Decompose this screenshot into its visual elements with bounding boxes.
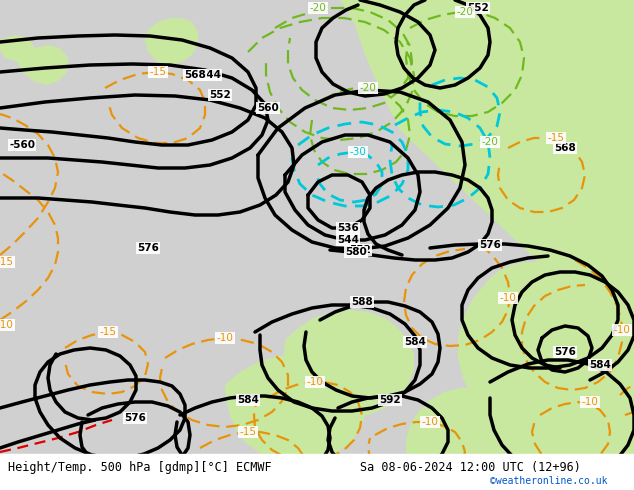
Text: -15: -15 <box>548 133 564 143</box>
Polygon shape <box>145 18 198 65</box>
Text: -560: -560 <box>9 140 35 150</box>
Text: Sa 08-06-2024 12:00 UTC (12+96): Sa 08-06-2024 12:00 UTC (12+96) <box>360 461 581 473</box>
Text: -10: -10 <box>581 397 598 407</box>
Text: 536: 536 <box>337 223 359 233</box>
Text: 576: 576 <box>479 240 501 250</box>
Text: 552: 552 <box>467 3 489 13</box>
Text: 568: 568 <box>554 143 576 153</box>
Text: 588: 588 <box>351 297 373 307</box>
Text: 592: 592 <box>379 395 401 405</box>
Text: 580: 580 <box>345 247 367 257</box>
Polygon shape <box>406 310 634 490</box>
Text: 544: 544 <box>337 235 359 245</box>
Text: 576: 576 <box>137 243 159 253</box>
Text: Height/Temp. 500 hPa [gdmp][°C] ECMWF: Height/Temp. 500 hPa [gdmp][°C] ECMWF <box>8 461 271 473</box>
Text: 544: 544 <box>199 70 221 80</box>
Text: 560: 560 <box>257 103 279 113</box>
Text: 552: 552 <box>349 245 371 255</box>
Text: -10: -10 <box>614 325 630 335</box>
Text: -15: -15 <box>240 427 257 437</box>
Text: -15: -15 <box>0 257 13 267</box>
Text: -20: -20 <box>309 3 327 13</box>
Text: 584: 584 <box>589 360 611 370</box>
Polygon shape <box>18 45 68 85</box>
Text: 552: 552 <box>209 90 231 100</box>
Text: -10: -10 <box>422 417 439 427</box>
Text: -20: -20 <box>456 7 474 17</box>
Text: -10: -10 <box>307 377 323 387</box>
Text: -10: -10 <box>217 333 233 343</box>
Text: 568: 568 <box>184 70 206 80</box>
Text: -20: -20 <box>359 83 377 93</box>
Text: -10: -10 <box>500 293 517 303</box>
Polygon shape <box>305 0 634 480</box>
Text: 576: 576 <box>124 413 146 423</box>
Bar <box>0 454 634 490</box>
Text: -30: -30 <box>349 147 366 157</box>
Polygon shape <box>340 0 634 372</box>
Text: -15: -15 <box>100 327 117 337</box>
Text: ©weatheronline.co.uk: ©weatheronline.co.uk <box>490 476 607 486</box>
Text: -10: -10 <box>0 320 13 330</box>
Polygon shape <box>225 354 365 460</box>
Text: -20: -20 <box>482 137 498 147</box>
Text: 584: 584 <box>404 337 426 347</box>
Text: 584: 584 <box>237 395 259 405</box>
Text: -15: -15 <box>150 67 167 77</box>
Polygon shape <box>284 310 414 418</box>
Text: 576: 576 <box>554 347 576 357</box>
Polygon shape <box>0 35 35 62</box>
